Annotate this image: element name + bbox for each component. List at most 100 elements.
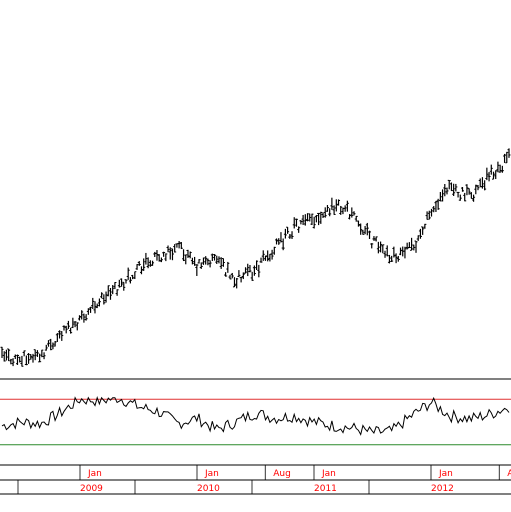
ohlc-bar [275,238,279,245]
ohlc-bar [266,250,270,262]
ohlc-bar [232,277,236,288]
ohlc-bar [239,276,243,283]
ohlc-bar [168,247,172,260]
ohlc-bar [354,215,358,222]
ohlc-bar [215,255,219,265]
ohlc-bar [314,215,318,223]
ohlc-bar [461,187,465,192]
ohlc-bar [467,188,471,195]
ohlc-bar [80,310,84,320]
ohlc-bar [11,358,15,367]
ohlc-bar [297,226,301,233]
ohlc-bar [42,352,46,360]
ohlc-bar [374,236,378,242]
ohlc-bar [372,236,376,241]
ohlc-bar [246,263,250,277]
ohlc-bar [51,342,55,350]
ohlc-bar [255,260,259,271]
ohlc-bar [228,274,232,280]
ohlc-bar [55,333,59,342]
ohlc-bar [82,313,86,323]
ohlc-bar [131,274,135,280]
ohlc-bar [498,164,502,173]
ohlc-bar [113,282,117,290]
ohlc-bar [146,257,150,269]
ohlc-bar [166,245,170,253]
ohlc-bar [416,235,420,241]
ohlc-bar [343,205,347,212]
ohlc-bar [64,325,68,334]
ohlc-bar [2,351,6,362]
ohlc-bar [432,206,436,213]
ohlc-bar [412,244,416,251]
ohlc-bar [454,183,458,192]
ohlc-bar [383,250,387,258]
ohlc-bar [430,208,434,217]
ohlc-bar [117,279,121,288]
ohlc-bar [4,349,8,361]
ohlc-bar [237,270,241,277]
ohlc-bar [483,180,487,191]
ohlc-bar [35,350,39,357]
ohlc-bar [104,291,108,303]
ohlc-bar [365,222,369,236]
ohlc-bar [465,184,469,196]
ohlc-bar [292,217,296,229]
ohlc-bar [414,240,418,253]
ohlc-bar [361,229,365,235]
ohlc-bar [476,185,480,191]
ohlc-bar [456,191,460,198]
ohlc-bar [60,331,64,341]
month-label: Jan [204,469,219,479]
ohlc-bar [323,207,327,218]
ohlc-bar [46,340,50,347]
ohlc-bar [184,254,188,265]
ohlc-bar [20,355,24,367]
ohlc-bar [190,257,194,265]
ohlc-bar [290,231,294,239]
ohlc-bar [321,212,325,218]
ohlc-bar [162,251,166,257]
ohlc-bar [217,256,221,264]
ohlc-bar [299,220,303,225]
ohlc-bar [252,265,256,276]
ohlc-bar [368,230,372,240]
ohlc-bar [394,253,398,264]
ohlc-bar [75,322,79,331]
ohlc-bar [381,244,385,254]
ohlc-bar [139,266,143,275]
ohlc-bar [151,260,155,266]
ohlc-bar [427,210,431,220]
ohlc-bar [89,306,93,313]
ohlc-bar [7,348,11,362]
ohlc-bar [40,349,44,358]
price-panel [0,148,511,367]
ohlc-bar [15,354,19,365]
ohlc-bar [330,197,334,210]
ohlc-bar [137,261,141,266]
ohlc-bar [359,223,363,235]
ohlc-bar [507,148,511,158]
ohlc-bar [219,257,223,269]
ohlc-bar [71,317,75,329]
ohlc-bar [472,194,476,202]
ohlc-bar [213,254,217,261]
ohlc-bar [339,205,343,215]
ohlc-bar [363,226,367,235]
ohlc-bar [500,165,504,173]
ohlc-bar [182,249,186,262]
ohlc-bar [128,277,132,284]
ohlc-bar [441,189,445,202]
ohlc-bar [170,248,174,261]
ohlc-bar [159,257,163,263]
ohlc-bar [241,272,245,280]
ohlc-bar [261,250,265,261]
month-label: Au [507,469,511,479]
ohlc-bar [418,228,422,239]
ohlc-bar [193,256,197,266]
ohlc-bar [436,198,440,210]
ohlc-bar [91,297,95,310]
ohlc-bar [69,327,73,334]
ohlc-bar [396,255,400,262]
ohlc-bar [328,208,332,217]
